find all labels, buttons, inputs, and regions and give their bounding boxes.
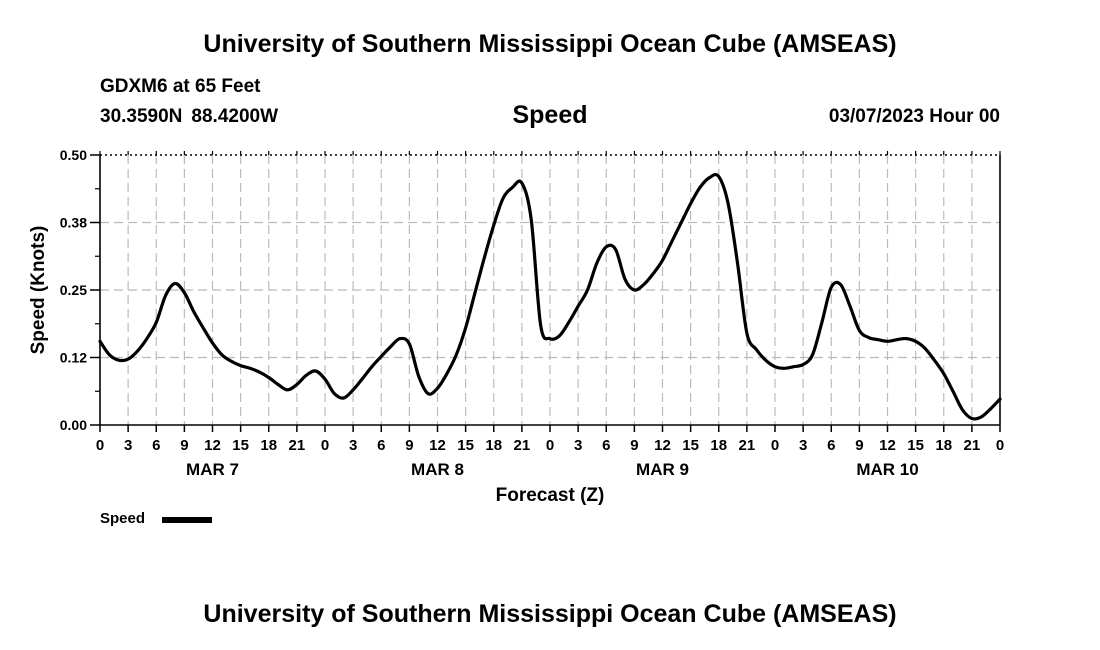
x-tick-label: 18 [485, 437, 502, 454]
x-tick-label: 18 [260, 437, 277, 454]
x-tick-label: 0 [546, 437, 554, 454]
axes: 0.00 0.12 0.25 0.38 0.50 0 3 6 9 12 15 18 21 0 3 6 9 12 15… [28, 147, 1004, 506]
x-tick-label: 12 [429, 437, 446, 454]
x-tick-label: 6 [152, 437, 160, 454]
run-time: 03/07/2023 Hour 00 [828, 106, 1000, 127]
y-tick-label: 0.38 [60, 215, 87, 231]
day-label: MAR 9 [636, 460, 689, 479]
x-tick-label: 0 [321, 437, 329, 454]
grid [100, 155, 1000, 425]
y-tick-label: 0.50 [60, 147, 87, 163]
y-tick-label: 0.25 [60, 282, 87, 298]
x-tick-label: 15 [682, 437, 699, 454]
x-tick-label: 6 [602, 437, 610, 454]
day-label: MAR 7 [186, 460, 239, 479]
x-axis-title: Forecast (Z) [496, 485, 605, 506]
x-tick-label: 3 [574, 437, 582, 454]
x-tick-label: 12 [879, 437, 896, 454]
x-tick-label: 21 [964, 437, 981, 454]
x-tick-label: 12 [654, 437, 671, 454]
x-tick-label: 6 [827, 437, 835, 454]
x-tick-label: 21 [289, 437, 306, 454]
x-tick-label: 9 [405, 437, 413, 454]
longitude: 88.4200W [191, 106, 279, 127]
footer-title: University of Southern Mississippi Ocean… [203, 600, 897, 628]
legend-swatch [162, 517, 212, 523]
x-tick-label: 15 [232, 437, 249, 454]
x-tick-label: 3 [124, 437, 132, 454]
y-axis-title: Speed (Knots) [28, 226, 49, 355]
x-tick-label: 3 [799, 437, 807, 454]
y-tick-label: 0.12 [60, 350, 87, 366]
day-label: MAR 8 [411, 460, 464, 479]
coordinates: 30.3590N 88.4200W [100, 106, 278, 128]
series-layer [98, 172, 1002, 421]
x-tick-label: 0 [96, 437, 104, 454]
chart-main-title: University of Southern Mississippi Ocean… [203, 30, 897, 58]
speed-series-line [98, 172, 1002, 421]
x-tick-label: 3 [349, 437, 357, 454]
latitude: 30.3590N [100, 106, 183, 127]
chart-title: Speed [512, 101, 588, 129]
x-tick-label: 18 [935, 437, 952, 454]
x-tick-label: 0 [996, 437, 1004, 454]
x-tick-label: 15 [457, 437, 474, 454]
x-tick-label: 21 [739, 437, 756, 454]
x-tick-label: 9 [855, 437, 863, 454]
x-tick-label: 18 [710, 437, 727, 454]
x-tick-label: 15 [907, 437, 924, 454]
x-tick-label: 9 [630, 437, 638, 454]
station-label: GDXM6 at 65 Feet [100, 76, 261, 97]
x-tick-label: 9 [180, 437, 188, 454]
x-tick-label: 21 [514, 437, 531, 454]
y-tick-label: 0.00 [60, 417, 87, 433]
legend-label: Speed [100, 510, 146, 527]
x-tick-label: 0 [771, 437, 779, 454]
x-tick-label: 12 [204, 437, 221, 454]
x-tick-label: 6 [377, 437, 385, 454]
day-label: MAR 10 [856, 460, 918, 479]
